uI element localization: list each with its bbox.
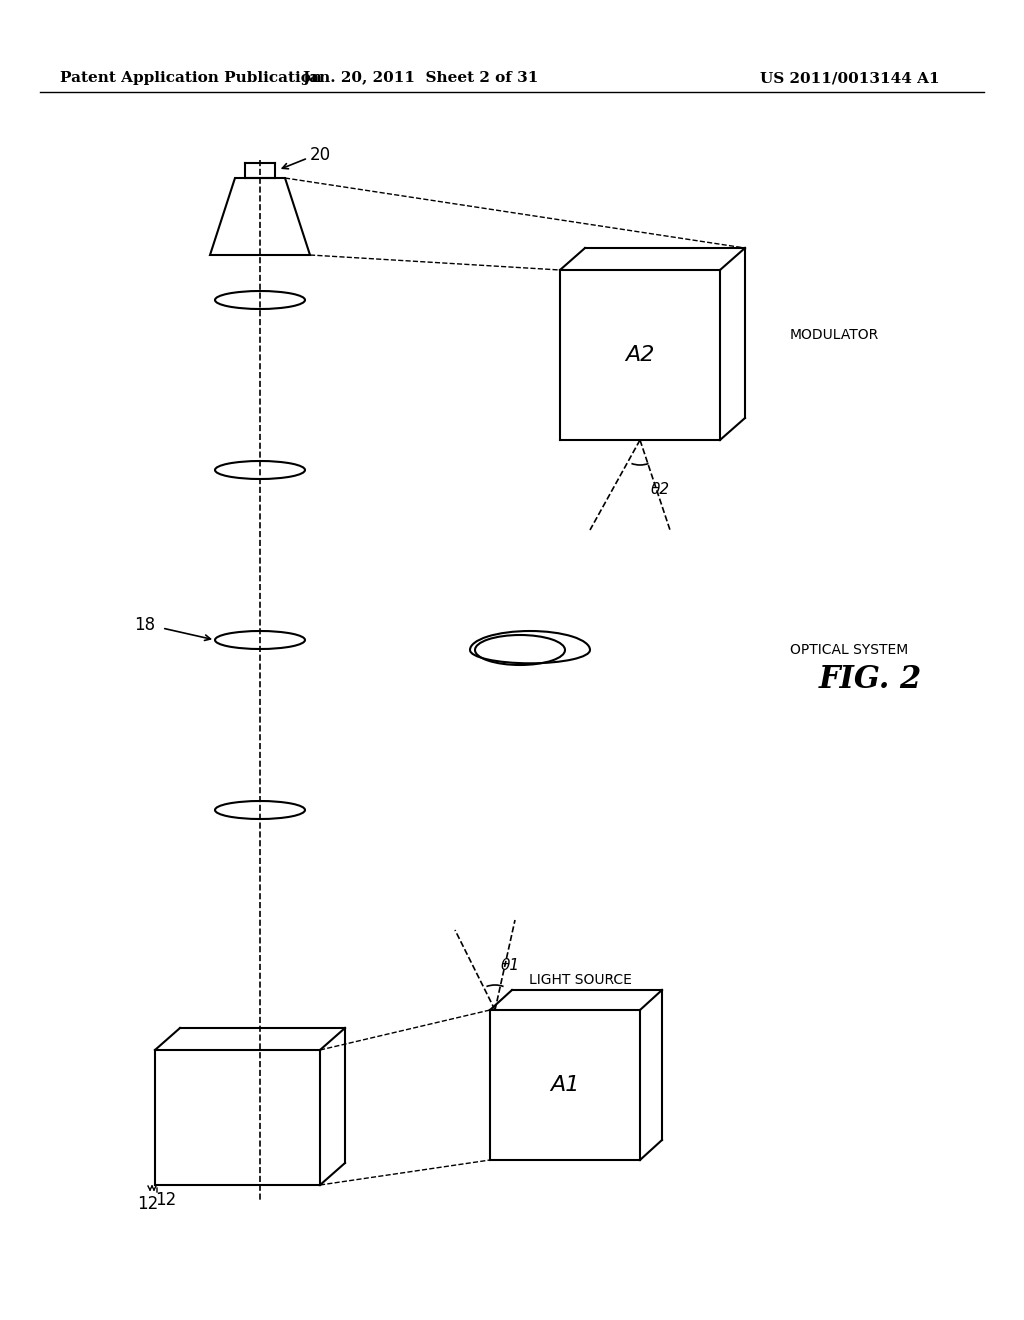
Text: A1: A1 (550, 1074, 580, 1096)
Text: A2: A2 (626, 345, 654, 366)
Text: MODULATOR: MODULATOR (790, 327, 880, 342)
Text: 12: 12 (137, 1195, 159, 1213)
Text: θ2: θ2 (650, 483, 670, 498)
Text: Jan. 20, 2011  Sheet 2 of 31: Jan. 20, 2011 Sheet 2 of 31 (302, 71, 539, 84)
Text: θ1: θ1 (501, 957, 519, 973)
Text: 20: 20 (310, 147, 331, 164)
Text: 12: 12 (155, 1191, 176, 1209)
Text: 18: 18 (134, 616, 155, 634)
Text: Patent Application Publication: Patent Application Publication (60, 71, 322, 84)
Text: LIGHT SOURCE: LIGHT SOURCE (528, 973, 632, 987)
Text: FIG. 2: FIG. 2 (818, 664, 922, 696)
Text: US 2011/0013144 A1: US 2011/0013144 A1 (760, 71, 940, 84)
Text: OPTICAL SYSTEM: OPTICAL SYSTEM (790, 643, 908, 657)
